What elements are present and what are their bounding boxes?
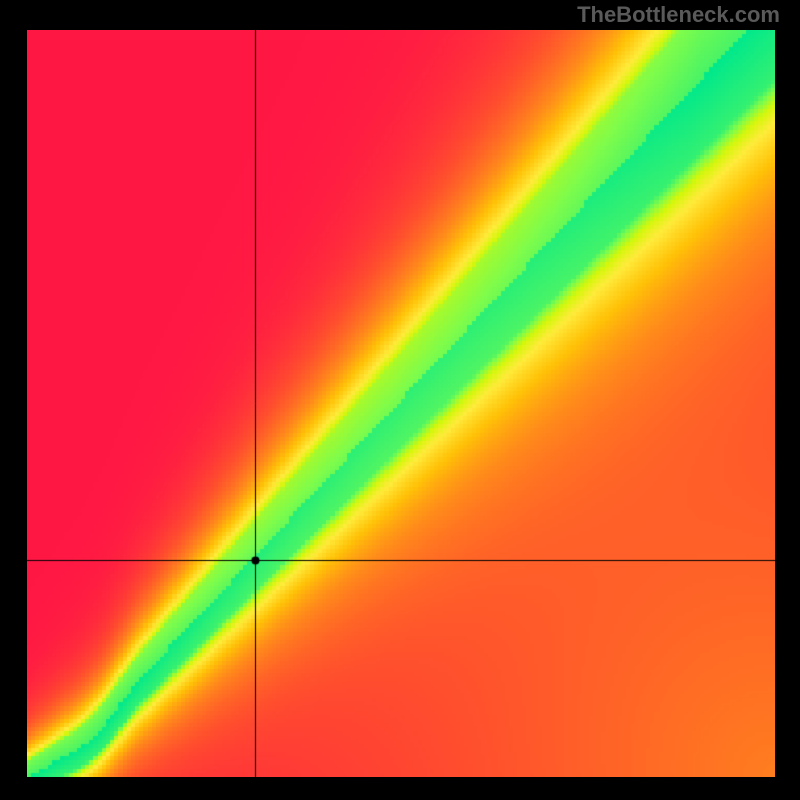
bottleneck-heatmap (27, 30, 775, 777)
watermark-text: TheBottleneck.com (577, 2, 780, 28)
chart-container: TheBottleneck.com (0, 0, 800, 800)
